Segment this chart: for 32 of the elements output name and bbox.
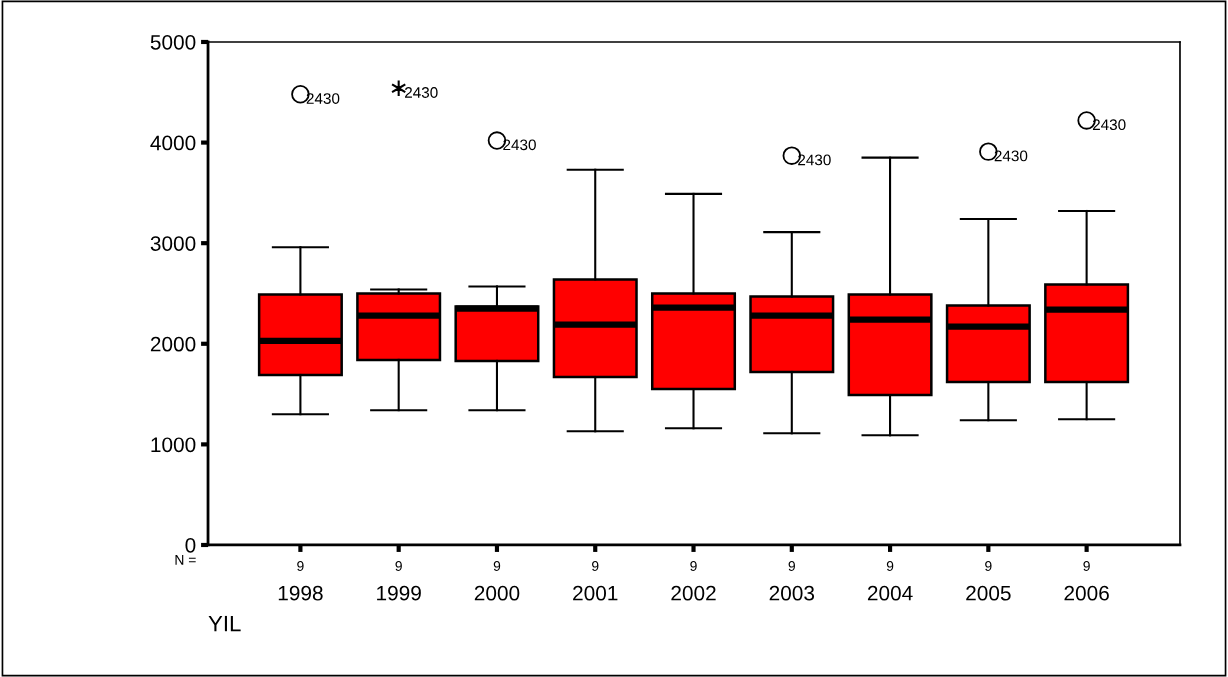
x-tick-label: 1999: [377, 585, 421, 601]
text: 9: [886, 561, 894, 571]
text: 9: [592, 561, 599, 571]
x-tick-label: 1998: [278, 585, 323, 601]
y-tick-label: 5000: [150, 34, 196, 50]
text: N =: [175, 555, 196, 565]
x-tick-label: 2005: [966, 585, 1011, 601]
annotation: 2430: [405, 87, 438, 98]
y-tick-label: 1000: [151, 437, 196, 453]
x-tick-label: 2000: [474, 585, 520, 601]
text: 9: [493, 561, 501, 571]
annotation: 2430: [798, 154, 831, 166]
y-tick-label: 0: [185, 537, 196, 553]
text: 9: [788, 561, 795, 571]
text: 9: [297, 561, 304, 571]
x-tick-label: 2001: [573, 585, 618, 601]
x-axis-title: YIL: [208, 615, 241, 632]
y-tick-label: 4000: [150, 135, 196, 151]
x-tick-label: 2004: [867, 585, 913, 601]
text: 9: [395, 561, 402, 571]
annotation: 2430: [994, 150, 1028, 162]
text: 9: [690, 561, 697, 571]
annotation: 2430: [1092, 119, 1126, 131]
annotation: 2430: [503, 139, 536, 151]
y-tick-label: 3000: [150, 236, 196, 251]
text: 9: [1083, 561, 1090, 571]
annotation: 2430: [306, 93, 340, 104]
x-tick-label: 2006: [1064, 585, 1109, 601]
y-tick-label: 2000: [150, 336, 196, 352]
text: 9: [985, 561, 992, 571]
x-tick-label: 2002: [671, 585, 716, 601]
x-tick-label: 2003: [769, 585, 815, 601]
